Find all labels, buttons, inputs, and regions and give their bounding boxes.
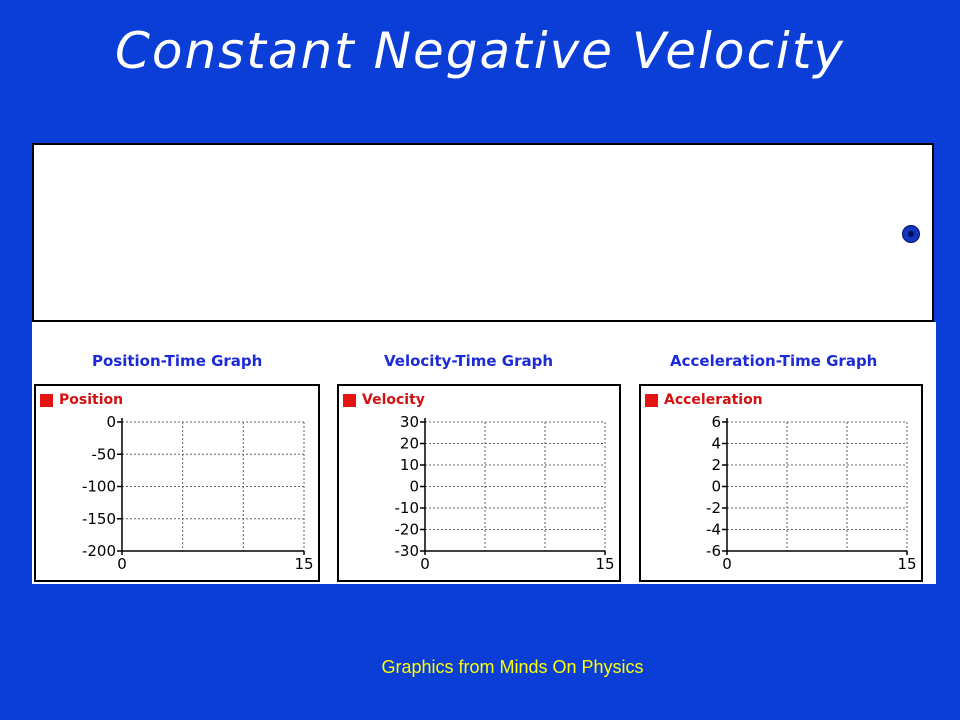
velocity-y-tick-label: 0 xyxy=(409,478,419,496)
velocity-y-tick-label: 20 xyxy=(400,435,419,453)
position-legend-swatch xyxy=(40,393,53,407)
position-y-tick-label: -100 xyxy=(82,478,116,496)
credit-text: Graphics from Minds On Physics xyxy=(381,657,644,677)
motion-animation-area xyxy=(32,143,934,322)
moving-ball xyxy=(902,225,920,243)
acceleration-x-tick-label: 0 xyxy=(722,555,732,573)
velocity-legend-swatch xyxy=(343,393,356,407)
acceleration-y-tick-label: 0 xyxy=(711,478,721,496)
velocity-y-tick-label: 30 xyxy=(400,413,419,431)
velocity-graph-title: Velocity-Time Graph xyxy=(384,352,554,370)
position-x-tick-label: 0 xyxy=(117,555,127,573)
graphs-area: Position-Time Graph Velocity-Time Graph … xyxy=(32,322,936,584)
acceleration-y-tick-label: 6 xyxy=(711,413,721,431)
acceleration-y-tick-label: 2 xyxy=(711,456,721,474)
velocity-x-tick-label: 15 xyxy=(595,555,614,573)
acceleration-graph-title: Acceleration-Time Graph xyxy=(670,352,878,370)
acceleration-y-tick-label: -6 xyxy=(706,542,721,560)
velocity-y-tick-label: -30 xyxy=(395,542,420,560)
position-x-tick-label: 15 xyxy=(294,555,313,573)
velocity-legend-label: Velocity xyxy=(362,392,425,408)
acceleration-y-tick-label: -4 xyxy=(706,521,721,539)
position-time-graph: Position 0 -50 -100 -150 -200 0 15 xyxy=(34,384,320,582)
acceleration-legend: Acceleration xyxy=(645,392,763,408)
position-y-tick-label: -50 xyxy=(92,445,117,463)
velocity-y-tick-label: -10 xyxy=(395,499,420,517)
acceleration-time-graph: Acceleration 6 4 2 0 -2 -4 -6 0 15 xyxy=(639,384,923,582)
acceleration-x-tick-label: 15 xyxy=(897,555,916,573)
velocity-y-tick-label: 10 xyxy=(400,456,419,474)
acceleration-y-tick-label: -2 xyxy=(706,499,721,517)
acceleration-legend-swatch xyxy=(645,393,658,407)
slide-title: Constant Negative Velocity xyxy=(114,22,846,80)
position-y-tick-label: 0 xyxy=(106,413,116,431)
velocity-time-graph: Velocity 30 20 10 0 -10 -20 -30 0 15 xyxy=(337,384,621,582)
acceleration-legend-label: Acceleration xyxy=(664,392,763,408)
acceleration-y-tick-label: 4 xyxy=(711,435,721,453)
velocity-legend: Velocity xyxy=(343,392,425,408)
position-y-tick-label: -200 xyxy=(82,542,116,560)
velocity-y-tick-label: -20 xyxy=(395,521,420,539)
position-graph-title: Position-Time Graph xyxy=(92,352,263,370)
position-legend-label: Position xyxy=(59,392,124,408)
position-y-tick-label: -150 xyxy=(82,510,116,528)
velocity-x-tick-label: 0 xyxy=(420,555,430,573)
position-legend: Position xyxy=(40,392,123,408)
